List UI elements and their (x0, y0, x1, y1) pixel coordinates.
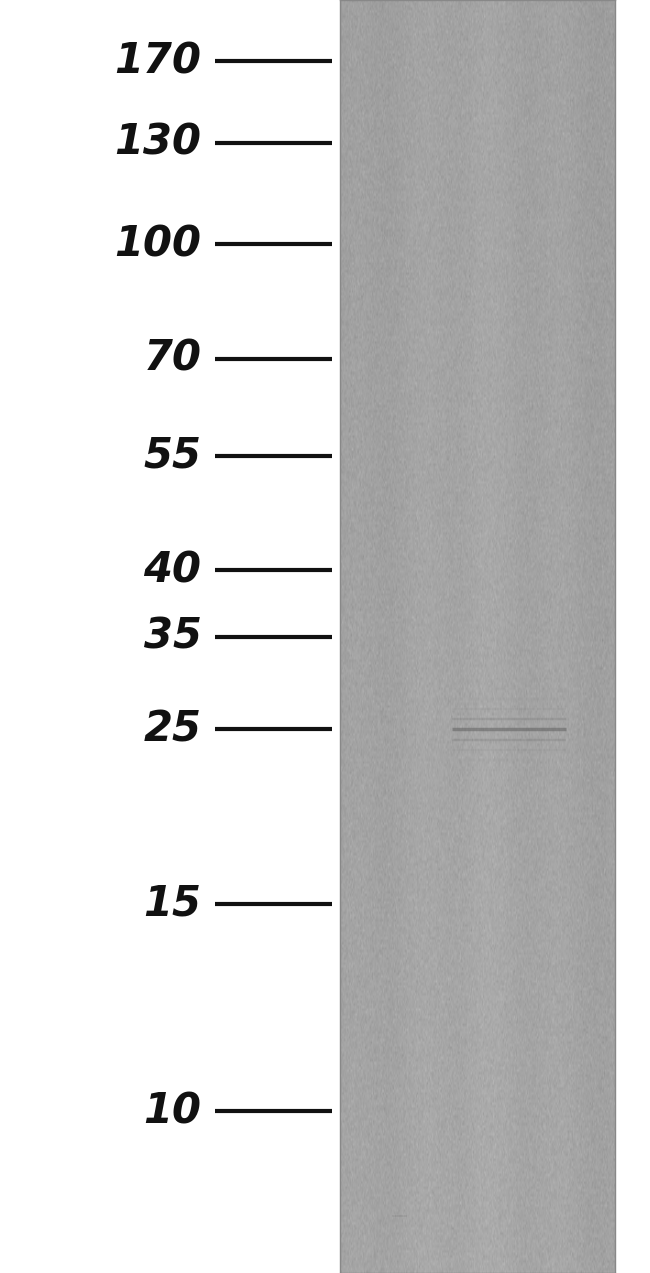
Text: 100: 100 (114, 224, 202, 265)
Text: 25: 25 (144, 709, 202, 750)
Text: 15: 15 (144, 883, 202, 924)
Text: 10: 10 (144, 1091, 202, 1132)
Text: 55: 55 (144, 435, 202, 476)
Text: 130: 130 (114, 122, 202, 163)
Text: 170: 170 (114, 41, 202, 81)
Text: 70: 70 (144, 339, 202, 379)
Text: 40: 40 (144, 550, 202, 591)
Text: 35: 35 (144, 616, 202, 657)
